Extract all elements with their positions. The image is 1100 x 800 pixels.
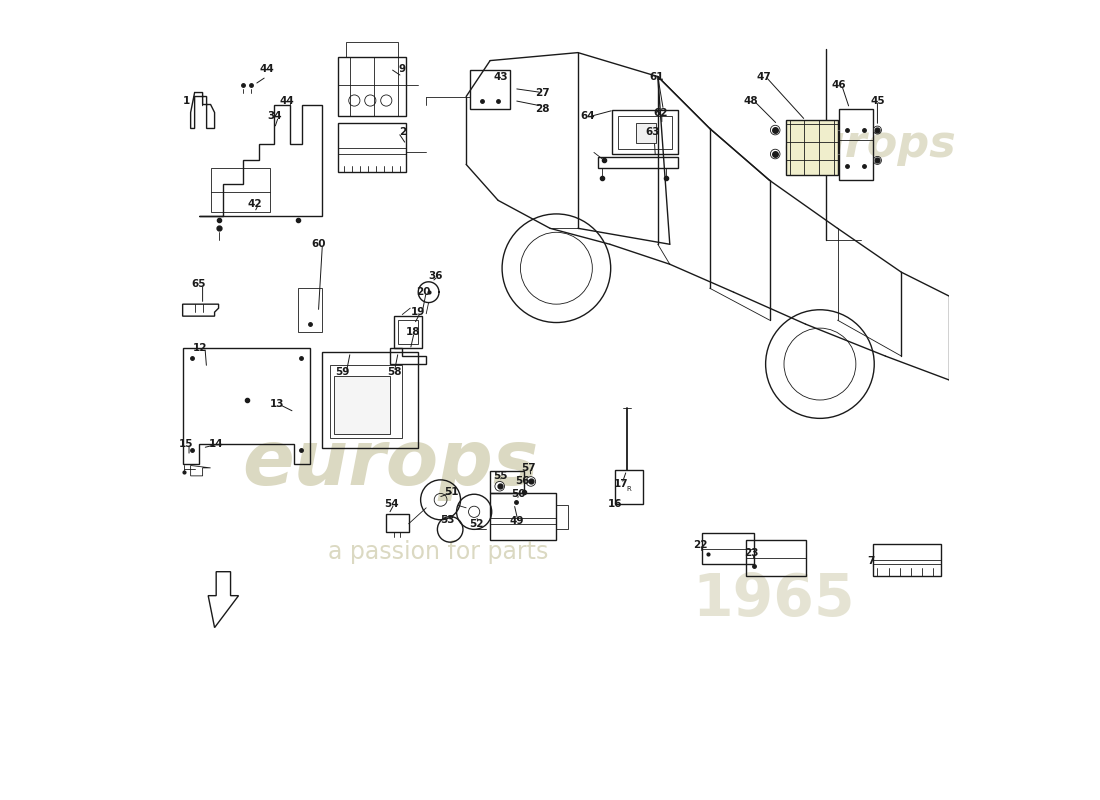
- Text: 34: 34: [267, 111, 282, 122]
- Bar: [398, 320, 418, 344]
- Text: 46: 46: [832, 79, 846, 90]
- Text: R: R: [626, 486, 631, 493]
- Text: 23: 23: [744, 548, 759, 558]
- Text: 19: 19: [411, 307, 426, 317]
- Bar: [746, 540, 805, 576]
- Bar: [339, 123, 406, 172]
- Bar: [491, 471, 524, 494]
- Bar: [470, 70, 510, 109]
- Text: 15: 15: [178, 439, 194, 449]
- Circle shape: [495, 482, 505, 491]
- Bar: [322, 352, 418, 448]
- Circle shape: [873, 126, 881, 134]
- Text: 63: 63: [645, 127, 660, 138]
- Bar: [334, 376, 390, 434]
- Text: 20: 20: [417, 287, 431, 297]
- Text: 59: 59: [336, 367, 350, 377]
- Text: 16: 16: [608, 499, 623, 509]
- Circle shape: [770, 126, 780, 135]
- Text: 9: 9: [398, 63, 406, 74]
- Text: 50: 50: [510, 490, 526, 499]
- Text: 44: 44: [260, 63, 274, 74]
- Bar: [839, 109, 872, 180]
- Text: 48: 48: [744, 95, 759, 106]
- Text: 62: 62: [653, 107, 668, 118]
- Text: 65: 65: [191, 279, 206, 290]
- Text: 12: 12: [192, 343, 208, 353]
- Text: 7: 7: [868, 556, 875, 566]
- Polygon shape: [208, 572, 239, 628]
- Bar: [618, 116, 672, 150]
- Text: 28: 28: [535, 103, 549, 114]
- Bar: [386, 514, 408, 532]
- Text: 56: 56: [516, 477, 530, 486]
- Text: 1965: 1965: [692, 571, 855, 628]
- Text: 1: 1: [183, 95, 190, 106]
- Text: 36: 36: [429, 271, 443, 282]
- Text: 45: 45: [870, 95, 884, 106]
- Text: 13: 13: [270, 399, 284, 409]
- Text: 44: 44: [279, 95, 294, 106]
- Bar: [346, 42, 398, 57]
- Text: europs: europs: [783, 123, 956, 166]
- Text: 60: 60: [311, 239, 326, 250]
- Text: 61: 61: [649, 71, 663, 82]
- Bar: [613, 110, 678, 154]
- Circle shape: [873, 157, 881, 165]
- Bar: [556, 506, 568, 530]
- Text: 27: 27: [535, 87, 549, 98]
- Text: 53: 53: [440, 514, 455, 525]
- Text: 52: 52: [470, 518, 484, 529]
- Bar: [785, 121, 837, 174]
- Text: 22: 22: [693, 540, 707, 550]
- Text: europs: europs: [242, 427, 539, 501]
- Text: 47: 47: [757, 71, 771, 82]
- Bar: [636, 123, 657, 143]
- Text: 17: 17: [614, 479, 628, 489]
- Text: 14: 14: [209, 439, 223, 449]
- Bar: [210, 169, 271, 212]
- Text: 18: 18: [406, 327, 420, 337]
- Circle shape: [526, 477, 536, 486]
- Bar: [702, 534, 754, 564]
- Text: 51: 51: [444, 487, 459, 497]
- Text: 54: 54: [385, 499, 399, 509]
- Text: 64: 64: [580, 111, 595, 122]
- Text: 55: 55: [493, 471, 508, 481]
- Text: 2: 2: [398, 127, 406, 138]
- Text: 42: 42: [248, 199, 262, 210]
- Bar: [873, 544, 942, 576]
- Bar: [616, 470, 644, 504]
- Text: 43: 43: [493, 71, 508, 82]
- Text: 57: 57: [521, 463, 536, 473]
- Bar: [298, 288, 322, 332]
- Bar: [330, 365, 403, 438]
- Bar: [394, 316, 422, 348]
- Text: a passion for parts: a passion for parts: [328, 540, 549, 564]
- Text: 49: 49: [509, 516, 524, 526]
- Text: 58: 58: [387, 367, 402, 377]
- Bar: [491, 494, 556, 540]
- Bar: [339, 57, 406, 117]
- Bar: [598, 158, 678, 169]
- Circle shape: [770, 150, 780, 159]
